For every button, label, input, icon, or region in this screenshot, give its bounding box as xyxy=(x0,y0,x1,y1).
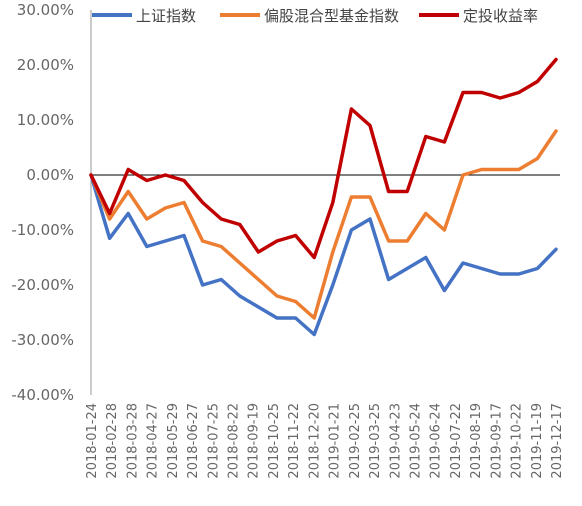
x-axis: 2018-01-24 2018-02-28 2018-03-28 2018-04-27… xyxy=(85,174,565,479)
y-tick-label: -30.00% xyxy=(11,331,74,349)
x-tick-label: 2019-11-19 xyxy=(530,403,545,479)
x-tick-label: 2018-07-25 xyxy=(206,403,221,479)
series-line-2 xyxy=(89,57,558,260)
x-tick-label: 2019-05-24 xyxy=(408,403,423,479)
x-tick-label: 2019-10-22 xyxy=(510,403,525,479)
x-tick-label: 2019-07-22 xyxy=(449,403,464,479)
series-line-0 xyxy=(89,173,558,337)
x-tick-label: 2019-01-21 xyxy=(328,403,343,479)
x-tick-label: 2018-02-28 xyxy=(105,403,120,479)
y-tick-label: 30.00% xyxy=(17,1,74,19)
x-tick-label: 2018-01-24 xyxy=(85,403,100,479)
x-tick-label: 2018-09-19 xyxy=(247,403,262,479)
y-axis: 30.00% 20.00% 10.00% 0.00% -10.00% -20.00% -30… xyxy=(11,1,92,404)
legend-label-2: 定投收益率 xyxy=(463,7,538,25)
legend: 上证指数 偏股混合型基金指数 定投收益率 xyxy=(92,7,538,25)
y-tick-label: -20.00% xyxy=(11,276,74,294)
x-tick-label: 2019-06-24 xyxy=(429,403,444,479)
x-tick-label: 2019-08-19 xyxy=(469,403,484,479)
x-tick-label: 2018-05-29 xyxy=(166,403,181,479)
x-tick-label: 2019-02-25 xyxy=(348,403,363,479)
y-tick-label: 0.00% xyxy=(26,166,74,184)
x-tick-label: 2018-04-27 xyxy=(146,403,161,479)
y-tick-label: -10.00% xyxy=(11,221,74,239)
plot-area xyxy=(89,57,558,337)
x-tick-label: 2019-12-17 xyxy=(550,403,565,479)
x-tick-label: 2018-03-28 xyxy=(125,403,140,479)
x-tick-label: 2018-10-25 xyxy=(267,403,282,479)
x-tick-label: 2019-09-17 xyxy=(489,403,504,479)
y-tick-label: -40.00% xyxy=(11,386,74,404)
legend-label-0: 上证指数 xyxy=(136,7,196,25)
y-tick-label: 10.00% xyxy=(17,111,74,129)
x-tick-label: 2018-12-20 xyxy=(307,403,322,479)
x-tick-label: 2018-06-27 xyxy=(186,403,201,479)
y-tick-label: 20.00% xyxy=(17,56,74,74)
x-tick-label: 2019-03-25 xyxy=(368,403,383,479)
legend-label-1: 偏股混合型基金指数 xyxy=(264,7,399,25)
x-tick-label: 2018-11-22 xyxy=(287,403,302,479)
series-line-1 xyxy=(89,129,558,320)
x-tick-label: 2019-04-23 xyxy=(388,403,403,479)
x-tick-label: 2018-08-22 xyxy=(227,403,242,479)
